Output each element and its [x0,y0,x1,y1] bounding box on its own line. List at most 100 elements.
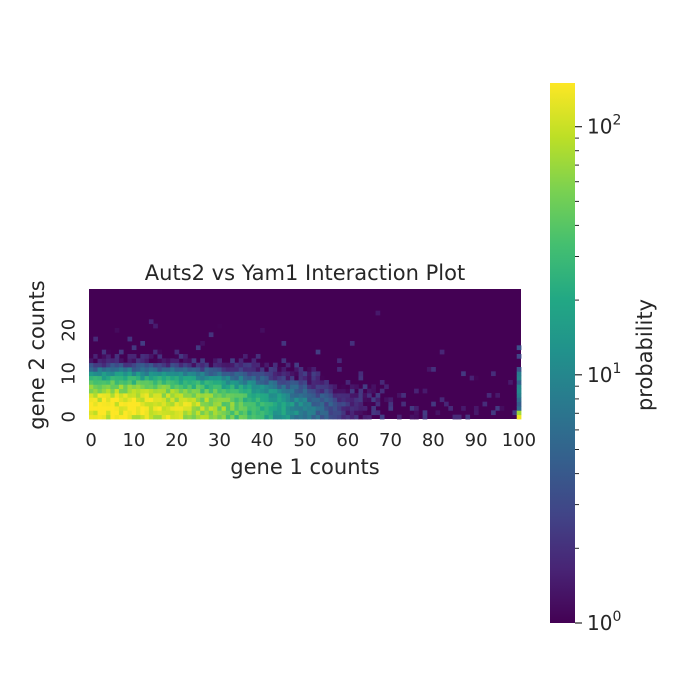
heatmap-cell [354,384,359,390]
heatmap-cell [161,375,167,381]
heatmap-cell [307,388,312,394]
heatmap-cell [516,354,522,359]
heatmap-cell [272,406,278,411]
heatmap-cell [234,384,240,390]
heatmap-cell [195,345,201,351]
heatmap-cell [281,401,287,407]
heatmap-cell [388,401,394,407]
heatmap-cell [319,397,325,403]
heatmap-cell [337,384,342,390]
heatmap-cell [341,384,347,390]
heatmap-cell [238,367,244,372]
x-tick-label: 90 [465,430,488,451]
heatmap-cell [118,393,124,398]
heatmap-cell [110,397,116,403]
heatmap-cell [422,388,428,394]
heatmap-cell [174,393,180,398]
heatmap-cell [268,401,274,407]
heatmap-cell [294,371,299,377]
heatmap-cell [165,410,171,416]
heatmap-cell [324,393,329,398]
heatmap-cell [183,414,188,420]
heatmap-cell [140,367,146,372]
heatmap-cell [136,375,141,381]
heatmap-cell [127,401,133,407]
heatmap-cell [516,414,522,420]
heatmap-cell [217,393,222,398]
heatmap-cell [101,393,107,398]
heatmap-cell [195,384,201,390]
heatmap-cell [110,358,116,364]
heatmap-cell [183,388,188,394]
heatmap-cell [349,410,355,416]
heatmap-cell [106,380,111,385]
heatmap-cell [264,414,270,420]
heatmap-cell [277,393,282,398]
heatmap-cell [114,367,120,372]
heatmap-cell [225,380,231,385]
heatmap-cell [165,393,171,398]
heatmap-cell [358,375,364,381]
heatmap-cell [101,380,107,385]
heatmap-cell [388,397,394,403]
heatmap-cell [114,406,120,411]
heatmap-cell [140,397,146,403]
heatmap-cell [165,375,171,381]
heatmap-cell [114,375,120,381]
heatmap-cell [114,388,120,394]
heatmap-cell [174,384,180,390]
heatmap-cell [148,384,154,390]
heatmap-cell [260,371,265,377]
heatmap-cell [225,414,231,420]
heatmap-cell [101,358,107,364]
heatmap-cell [379,388,385,394]
heatmap-cell [311,375,317,381]
heatmap-cell [174,406,180,411]
heatmap-cell [200,397,205,403]
heatmap-cell [281,388,287,394]
heatmap-cell [110,410,116,416]
heatmap-cell [89,414,94,420]
heatmap-cell [114,328,120,333]
heatmap-cell [367,393,372,398]
heatmap-cell [118,401,124,407]
heatmap-cell [213,371,218,377]
heatmap-cell [200,406,205,411]
heatmap-cell [157,393,163,398]
heatmap-cell [161,371,167,377]
heatmap-cell [123,375,128,381]
heatmap-cell [234,410,240,416]
heatmap-cell [127,375,133,381]
heatmap-cell [140,401,146,407]
heatmap-cell [131,410,137,416]
heatmap-cell [315,349,321,355]
heatmap-cell [358,393,364,398]
heatmap-cell [307,384,312,390]
heatmap-cell [200,341,205,346]
heatmap-cell [136,384,141,390]
heatmap-cell [93,362,98,368]
heatmap-cell [285,380,291,385]
heatmap-cell [200,375,205,381]
heatmap-cell [302,375,308,381]
heatmap-cell [204,410,210,416]
heatmap-cell [148,362,154,368]
heatmap-cell [255,380,261,385]
heatmap-cell [371,397,376,403]
heatmap-cell [242,388,248,394]
heatmap-cell [174,410,180,416]
heatmap-cell [170,388,175,394]
heatmap-cell [358,371,364,377]
heatmap-cell [101,384,107,390]
heatmap-cell [341,410,347,416]
heatmap-cell [516,410,522,416]
heatmap-cell [414,410,419,416]
heatmap-cell [281,406,287,411]
heatmap-cell [358,397,364,403]
heatmap-cell [191,362,197,368]
heatmap-cell [174,397,180,403]
heatmap-cell [93,358,98,364]
heatmap-cell [260,362,265,368]
heatmap-cell [187,362,193,368]
heatmap-cell [153,406,158,411]
